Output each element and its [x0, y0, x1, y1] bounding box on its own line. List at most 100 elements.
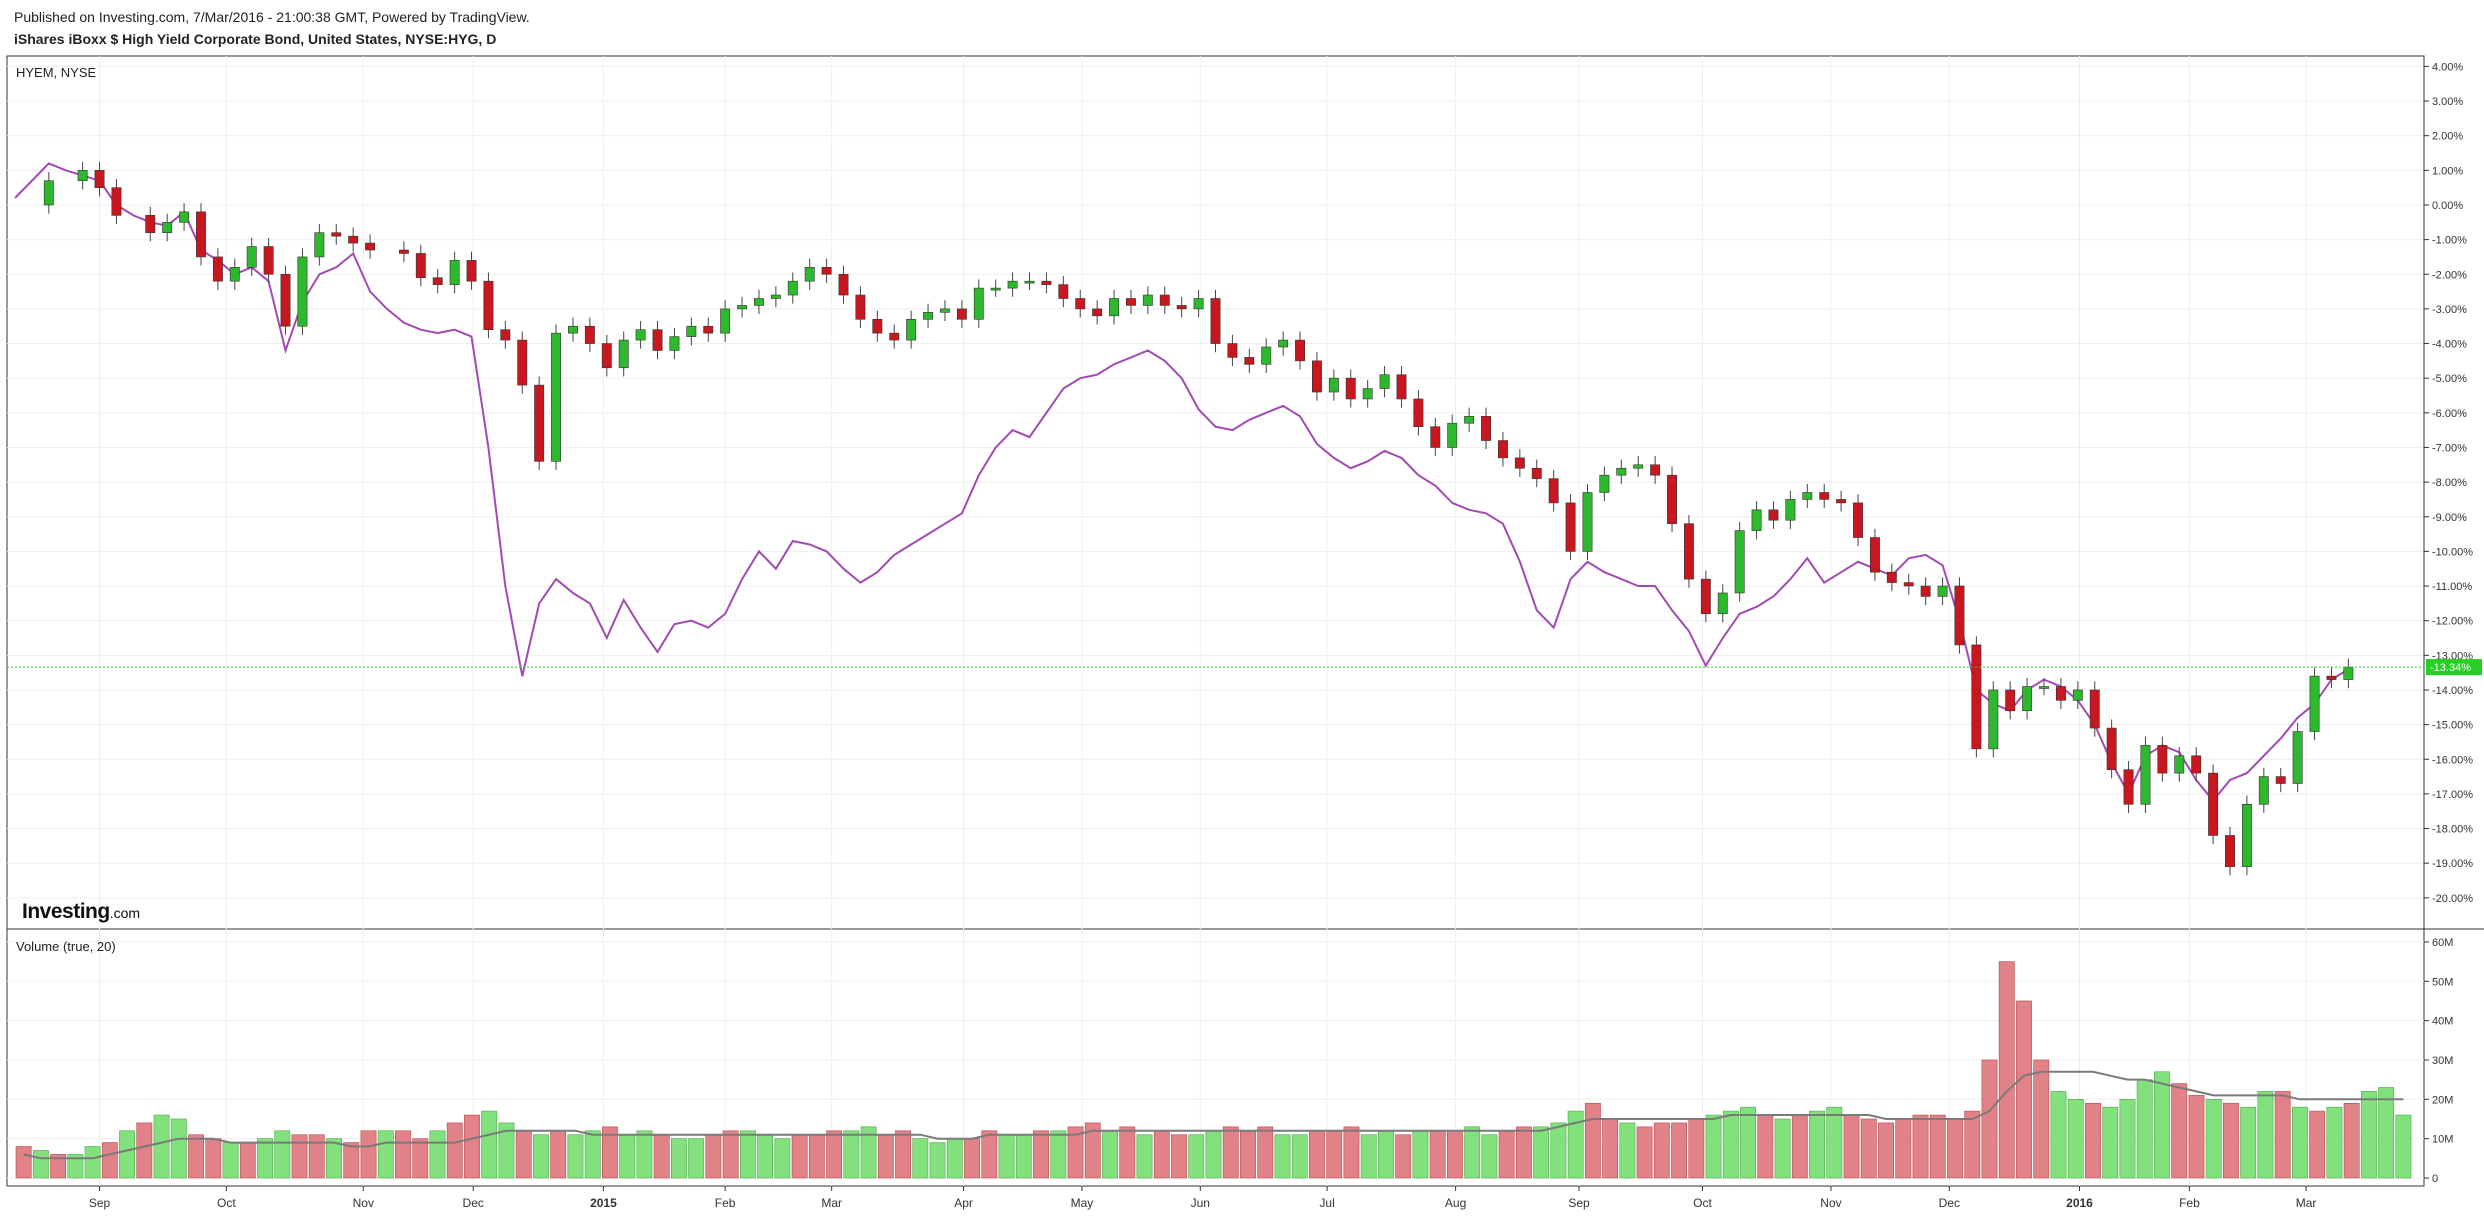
candle-body [517, 339, 528, 386]
candle-body [483, 280, 494, 330]
volume-bar [774, 1138, 791, 1179]
volume-bar [1929, 1114, 1946, 1179]
x-tick-label: Oct [217, 1196, 236, 1210]
volume-bar [170, 1118, 187, 1179]
volume-bar [1515, 1126, 1532, 1179]
candle-body [1751, 509, 1762, 531]
y-tick-label: -4.00% [2432, 339, 2467, 351]
candle-body [1126, 298, 1136, 306]
volume-bar [688, 1138, 705, 1179]
volume-bar [1222, 1126, 1239, 1179]
volume-bar [1688, 1118, 1705, 1179]
candle-body [770, 294, 781, 299]
volume-bar [2067, 1099, 2084, 1179]
volume-bar [2240, 1106, 2257, 1179]
volume-bar [1464, 1126, 1481, 1179]
volume-bar [2033, 1059, 2050, 1179]
candle-body [1142, 294, 1153, 306]
candle-body [331, 232, 342, 237]
candle-body [432, 277, 443, 285]
candle-body [212, 256, 223, 282]
volume-bar [1533, 1126, 1550, 1179]
y-tick-label: 1.00% [2432, 165, 2463, 177]
volume-bar [2016, 1000, 2032, 1179]
volume-bar [860, 1126, 877, 1179]
volume-bar [188, 1134, 204, 1179]
x-tick-label: Jun [1191, 1196, 1210, 1210]
volume-bar [1981, 1059, 1998, 1179]
candle-body [1058, 284, 1069, 299]
candle-body [263, 246, 274, 275]
candle-body [1869, 537, 1880, 573]
candle-body [1734, 530, 1745, 594]
volume-bar [1274, 1134, 1291, 1179]
x-tick-label: Mar [2296, 1196, 2317, 1210]
volume-bar [1550, 1122, 1567, 1179]
candle-body [1481, 415, 1491, 441]
volume-bar [1619, 1122, 1636, 1179]
candle-body [1210, 298, 1221, 344]
volume-bar [1791, 1114, 1808, 1179]
volume-bar [1136, 1134, 1153, 1179]
candle-body [1278, 339, 1289, 348]
candle-body [1582, 492, 1593, 552]
candle-body [1007, 280, 1018, 289]
candle-body [196, 211, 206, 258]
volume-bar [291, 1134, 308, 1179]
volume-bar [1481, 1134, 1498, 1179]
candle-body [77, 170, 88, 182]
volume-y-tick-label: 0 [2432, 1173, 2438, 1185]
candle-body [94, 170, 105, 188]
volume-bar [1912, 1114, 1929, 1179]
volume-bar [50, 1154, 67, 1179]
candle-body [2157, 745, 2168, 774]
volume-bar [1429, 1130, 1446, 1179]
candle-body [229, 267, 240, 282]
candle-body [398, 249, 409, 254]
y-tick-label: 4.00% [2432, 61, 2463, 73]
candle-body [2241, 803, 2252, 867]
candle-body [2055, 686, 2066, 701]
candle-body [787, 280, 798, 296]
candle-body [754, 298, 764, 306]
volume-bar [1860, 1118, 1877, 1179]
volume-bar [843, 1130, 860, 1179]
volume-bar [119, 1130, 136, 1179]
volume-bar [1205, 1130, 1222, 1179]
y-tick-label: -18.00% [2432, 824, 2473, 836]
volume-bar [2119, 1099, 2136, 1179]
volume-bar [1671, 1122, 1688, 1179]
x-tick-label: Jul [1319, 1196, 1334, 1210]
x-tick-label: Oct [1693, 1196, 1712, 1210]
candle-body [1075, 298, 1086, 310]
candle-body [2022, 686, 2033, 712]
candle-body [534, 384, 545, 462]
y-tick-label: -7.00% [2432, 442, 2467, 454]
candle-body [2005, 689, 2016, 712]
volume-bar [1843, 1114, 1860, 1179]
main-panel-label: HYEM, NYSE [16, 65, 97, 80]
volume-bar [2274, 1091, 2291, 1179]
volume-y-tick-label: 20M [2432, 1094, 2453, 1106]
candle-body [2174, 755, 2185, 774]
hyem-line [14, 162, 2349, 803]
volume-bar [2102, 1106, 2119, 1179]
candle-body [1109, 298, 1119, 317]
volume-bar [15, 1146, 32, 1179]
candle-body [2191, 755, 2202, 774]
y-tick-label: 3.00% [2432, 96, 2463, 108]
candle-body [973, 287, 984, 320]
candle-body [1379, 374, 1390, 389]
candle-body [1903, 582, 1914, 587]
candle-body [1599, 474, 1610, 493]
candle-body [348, 235, 359, 244]
volume-bar [2171, 1083, 2188, 1179]
volume-bar [722, 1130, 739, 1179]
volume-bar [1964, 1110, 1981, 1179]
x-tick-label: Feb [715, 1196, 736, 1210]
candle-body [246, 246, 257, 268]
y-tick-label: -6.00% [2432, 408, 2467, 420]
volume-bar [2205, 1099, 2222, 1179]
candle-body [1650, 464, 1661, 476]
